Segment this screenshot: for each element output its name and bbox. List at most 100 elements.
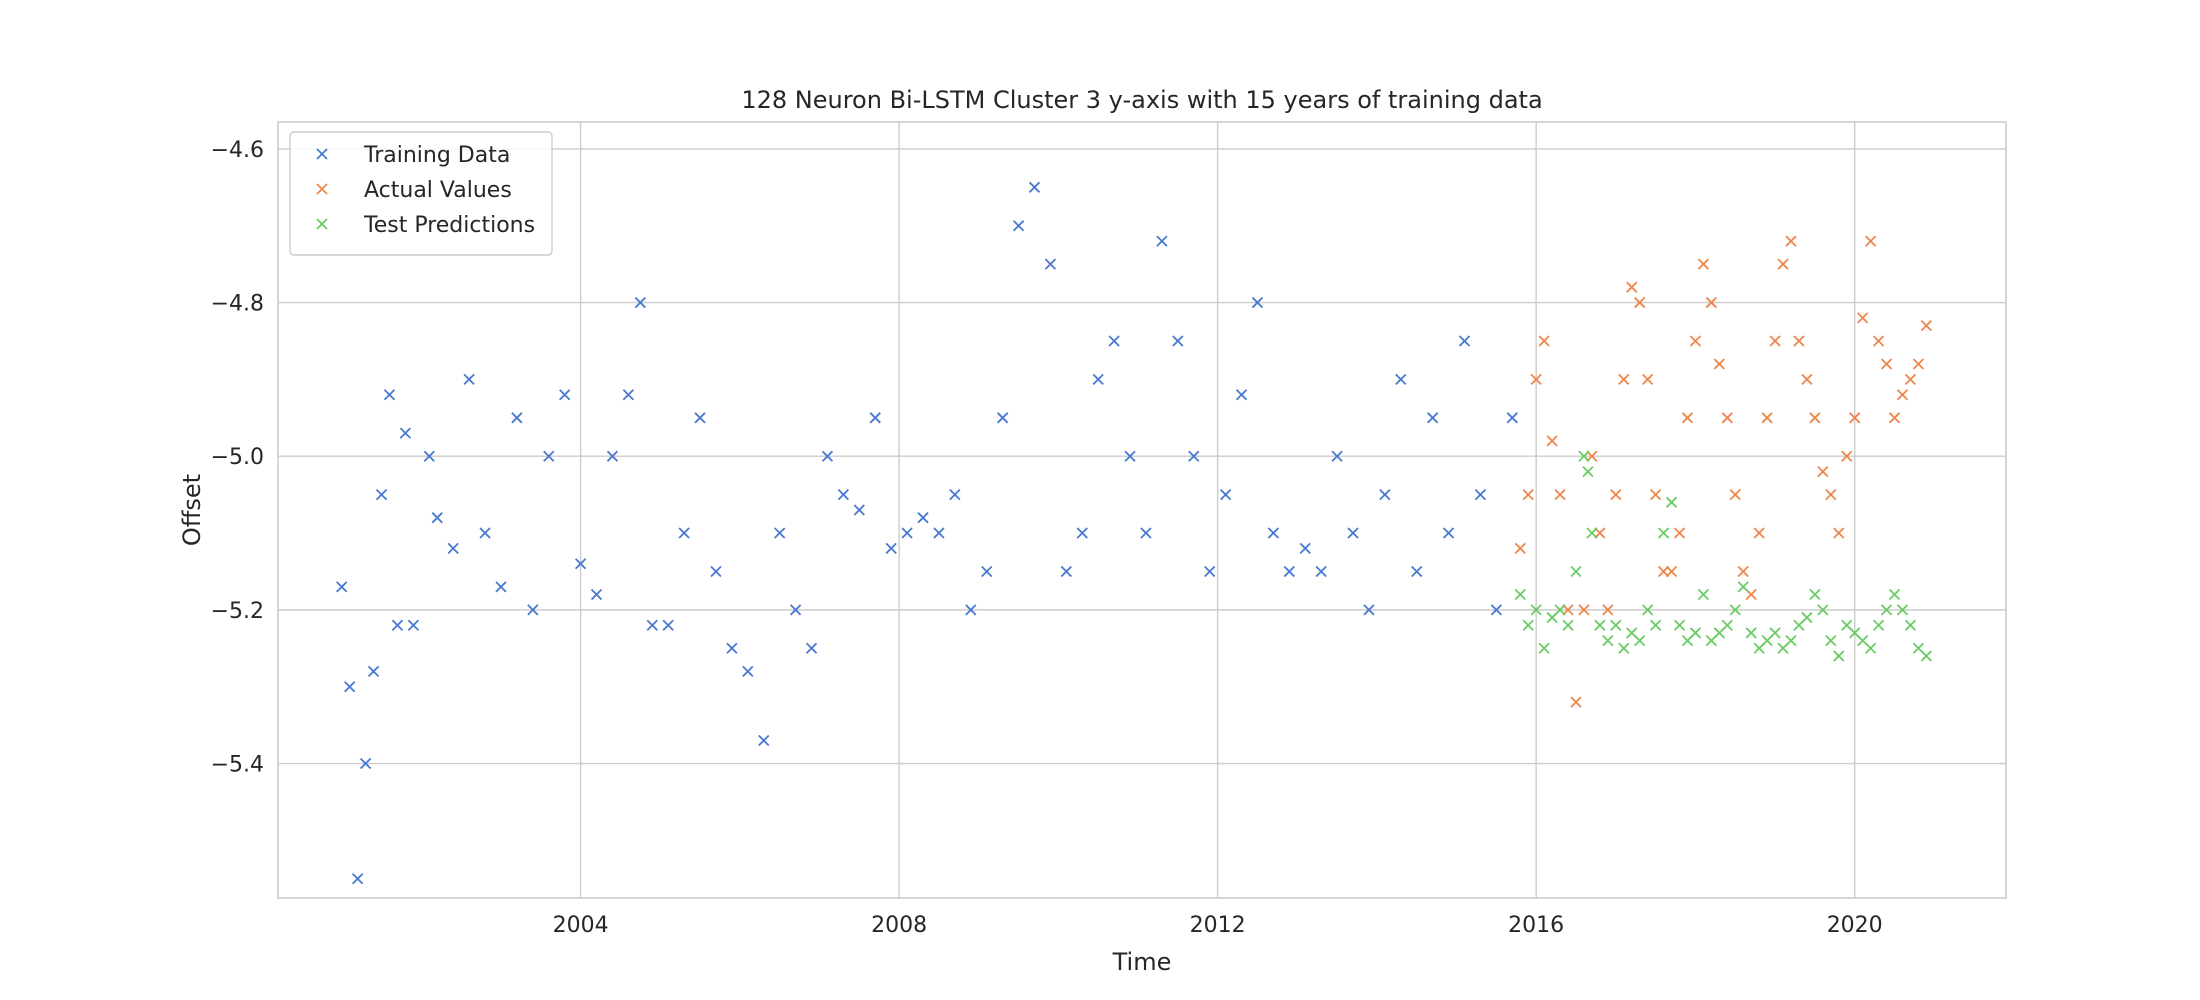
y-tick-label: −5.0 xyxy=(211,445,264,470)
data-point xyxy=(1299,542,1311,555)
data-point xyxy=(1514,588,1526,601)
series-0 xyxy=(336,181,1518,885)
data-point xyxy=(1849,412,1861,424)
data-point xyxy=(1657,527,1670,539)
data-point xyxy=(1626,281,1638,293)
data-point xyxy=(1108,335,1120,347)
data-point xyxy=(981,565,993,578)
data-point xyxy=(997,412,1009,424)
chart-title: 128 Neuron Bi-LSTM Cluster 3 y-axis with… xyxy=(741,86,1542,114)
x-tick-label: 2012 xyxy=(1190,913,1246,938)
data-point xyxy=(1833,650,1845,662)
data-point xyxy=(1522,619,1534,631)
data-point xyxy=(1610,488,1622,501)
data-point xyxy=(1713,358,1725,370)
data-point xyxy=(1060,565,1072,578)
data-point xyxy=(391,619,404,631)
data-point xyxy=(1602,604,1614,616)
data-point xyxy=(1769,627,1781,639)
data-point xyxy=(1825,488,1837,501)
data-point xyxy=(1912,358,1925,370)
data-point xyxy=(574,558,587,570)
data-marks xyxy=(336,181,1933,885)
data-point xyxy=(1697,588,1710,601)
data-point xyxy=(1427,412,1439,424)
data-point xyxy=(1673,619,1686,631)
y-tick-label: −4.8 xyxy=(211,292,264,317)
data-point xyxy=(1649,619,1662,631)
data-point xyxy=(351,873,364,885)
data-point xyxy=(1530,373,1542,386)
data-point xyxy=(1442,527,1455,539)
data-point xyxy=(869,412,881,424)
data-point xyxy=(1570,565,1582,578)
x-axis-label: Time xyxy=(1112,948,1172,976)
data-point xyxy=(1801,373,1813,386)
data-point xyxy=(853,504,865,516)
data-point xyxy=(383,389,396,401)
data-point xyxy=(1538,642,1550,654)
data-point xyxy=(678,527,690,539)
data-point xyxy=(1331,450,1343,462)
data-point xyxy=(710,565,722,578)
data-point xyxy=(1721,412,1733,424)
data-point xyxy=(933,527,945,539)
data-point xyxy=(1474,488,1487,501)
x-tick-label: 2016 xyxy=(1508,913,1564,938)
series-2 xyxy=(1514,450,1933,662)
data-point xyxy=(1880,358,1893,370)
data-point xyxy=(1140,527,1152,539)
data-point xyxy=(447,542,459,555)
data-point xyxy=(742,665,754,677)
data-point xyxy=(1689,335,1702,347)
data-point xyxy=(789,604,802,616)
data-point xyxy=(1546,435,1558,447)
data-point xyxy=(1634,634,1646,647)
legend: Training Data Actual Values Test Predictio… xyxy=(289,131,553,256)
data-point xyxy=(1689,627,1702,639)
data-point xyxy=(527,604,539,616)
data-point xyxy=(1880,604,1893,616)
data-point xyxy=(1578,450,1590,462)
data-point xyxy=(1761,412,1773,424)
data-point xyxy=(1697,258,1710,270)
data-point xyxy=(1872,335,1885,347)
data-point xyxy=(805,642,818,654)
data-point xyxy=(1490,604,1502,616)
data-point xyxy=(1315,565,1327,578)
data-point xyxy=(1610,619,1622,631)
data-point xyxy=(1235,389,1248,401)
data-point xyxy=(1729,488,1741,501)
data-point xyxy=(1729,604,1741,616)
data-point xyxy=(1753,527,1765,539)
data-point xyxy=(1785,634,1797,647)
data-point xyxy=(1219,488,1232,501)
data-point xyxy=(367,665,380,677)
data-point xyxy=(543,450,555,462)
data-point xyxy=(399,427,412,439)
data-point xyxy=(1888,588,1901,601)
data-point xyxy=(1395,373,1407,386)
data-point xyxy=(821,450,834,462)
tick-labels: 2004 2008 2012 2016 2020 −4.6 −4.8 −5.0 −5.2 −5.4 xyxy=(211,138,1883,938)
data-point xyxy=(1578,604,1590,616)
x-tick-label: 2004 xyxy=(553,913,609,938)
data-point xyxy=(463,373,475,386)
data-point xyxy=(1649,488,1662,501)
data-point xyxy=(1769,335,1781,347)
data-point xyxy=(1642,604,1654,616)
legend-box xyxy=(289,131,553,256)
data-point xyxy=(949,488,961,501)
data-point xyxy=(359,757,372,770)
data-point xyxy=(1582,465,1594,478)
data-point xyxy=(1665,496,1678,508)
data-point xyxy=(1896,389,1909,401)
data-point xyxy=(1188,450,1200,462)
data-point xyxy=(694,412,706,424)
data-point xyxy=(1642,373,1654,386)
data-point xyxy=(1817,465,1829,478)
data-point xyxy=(1594,527,1606,539)
data-point xyxy=(1092,373,1104,386)
legend-label: Test Predictions xyxy=(363,213,535,238)
data-point xyxy=(1665,565,1678,578)
